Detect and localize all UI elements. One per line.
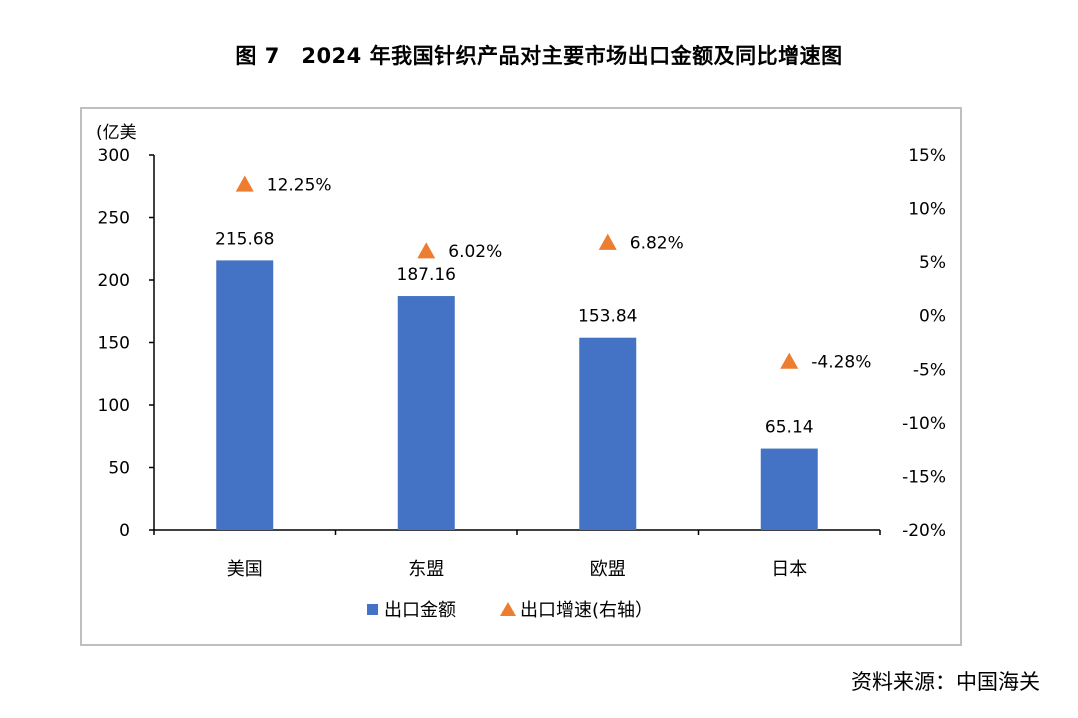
growth-marker-triangle [235,175,254,192]
chart-frame [80,107,962,646]
bar-data-label: 187.16 [397,265,456,285]
bar-export-amount [397,296,455,530]
y-left-unit-label: (亿美 [96,123,137,143]
bar-export-amount [760,448,818,530]
growth-marker-triangle [780,352,799,369]
growth-marker-triangle [417,242,436,259]
bar-data-label: 215.68 [215,229,274,249]
x-category-label: 美国 [227,559,263,580]
y-left-tick-label: 200 [98,271,130,291]
bar-data-label: 65.14 [765,418,814,438]
y-right-tick-label: -15% [902,467,946,487]
y-left-tick-label: 250 [98,209,130,229]
y-left-tick-label: 100 [98,396,130,416]
y-left-tick-label: 150 [98,334,130,354]
x-category-label: 日本 [771,559,807,580]
y-left-tick-label: 300 [98,146,130,166]
y-right-tick-label: 10% [908,200,946,220]
bar-export-amount [216,260,274,530]
source-note: 资料来源：中国海关 [851,670,1040,694]
legend-bar-label: 出口金额 [384,600,456,621]
growth-data-label: 12.25% [267,175,332,195]
growth-data-label: -4.28% [811,353,871,373]
y-right-tick-label: -20% [902,521,946,541]
x-category-label: 欧盟 [590,559,626,580]
y-right-tick-label: 15% [908,146,946,166]
y-right-tick-label: 0% [919,307,946,327]
y-right-tick-label: -10% [902,414,946,434]
x-category-label: 东盟 [408,559,444,580]
chart-title: 图 7 2024 年我国针织产品对主要市场出口金额及同比增速图 [235,44,843,68]
growth-marker-triangle [598,233,617,250]
y-left-tick-label: 0 [119,521,130,541]
growth-data-label: 6.82% [630,234,684,254]
y-left-tick-label: 50 [108,459,130,479]
legend-triangle-icon [500,602,516,616]
bar-data-label: 153.84 [578,307,637,327]
y-right-tick-label: 5% [919,253,946,273]
legend-bar-swatch [367,604,378,615]
y-right-tick-label: -5% [913,360,946,380]
bar-export-amount [579,337,637,530]
growth-data-label: 6.02% [448,242,502,262]
legend-growth-label: 出口增速(右轴） [520,600,653,621]
